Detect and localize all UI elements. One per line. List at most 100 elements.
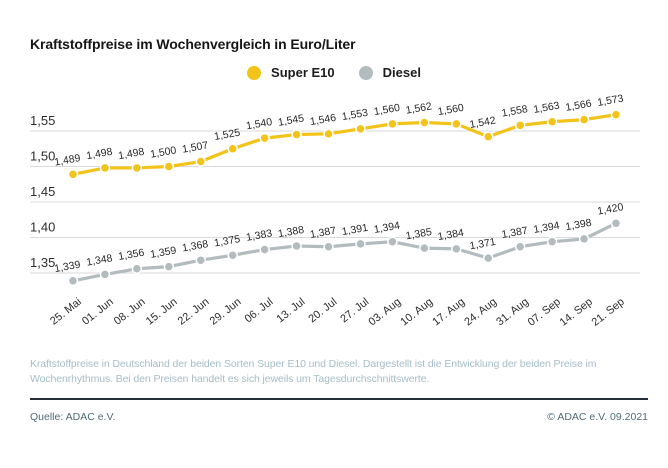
- data-point-diesel: [67, 275, 79, 287]
- x-tick-label: 01. Jun: [80, 296, 116, 328]
- y-tick-label: 1,50: [30, 149, 55, 164]
- value-label: 1,498: [85, 146, 113, 162]
- data-point-super-e10: [291, 129, 302, 140]
- data-point-diesel: [355, 238, 366, 250]
- data-point-super-e10: [99, 162, 111, 174]
- value-label: 1,542: [469, 115, 497, 131]
- data-point-diesel: [419, 242, 430, 254]
- footer: Quelle: ADAC e.V. © ADAC e.V. 09.2021: [30, 411, 648, 423]
- value-label: 1,394: [533, 220, 561, 236]
- data-point-super-e10: [227, 143, 238, 154]
- value-label: 1,384: [437, 227, 465, 243]
- x-tick-label: 10. Aug: [398, 296, 435, 328]
- value-label: 1,489: [53, 152, 81, 168]
- value-label: 1,394: [373, 220, 401, 236]
- value-label: 1,388: [277, 224, 305, 240]
- data-point-diesel: [546, 236, 558, 248]
- legend-dot: [358, 65, 373, 80]
- y-tick-label: 1,35: [30, 255, 55, 270]
- legend-item-diesel: Diesel: [358, 65, 421, 80]
- data-point-super-e10: [610, 109, 622, 120]
- data-point-super-e10: [195, 156, 207, 167]
- value-label: 1,553: [341, 107, 369, 123]
- legend: Super E10 Diesel: [0, 65, 668, 80]
- data-point-super-e10: [259, 132, 270, 144]
- value-label: 1,507: [181, 139, 209, 155]
- data-point-super-e10: [67, 169, 79, 180]
- value-label: 1,500: [149, 144, 177, 160]
- x-tick-label: 15. Jun: [144, 296, 180, 328]
- data-point-diesel: [451, 243, 462, 255]
- value-label: 1,498: [117, 146, 145, 162]
- value-label: 1,540: [245, 116, 273, 132]
- data-point-super-e10: [578, 114, 590, 125]
- x-tick-label: 24. Aug: [462, 296, 499, 328]
- copyright-text: © ADAC e.V. 09.2021: [547, 411, 648, 423]
- value-label: 1,573: [596, 92, 624, 108]
- value-label: 1,339: [53, 259, 81, 275]
- value-label: 1,385: [405, 226, 433, 242]
- data-point-super-e10: [546, 116, 558, 128]
- data-point-super-e10: [131, 162, 143, 174]
- value-label: 1,371: [469, 236, 497, 252]
- x-tick-label: 06. Jul: [243, 296, 276, 325]
- data-point-diesel: [291, 240, 302, 252]
- x-tick-label: 14. Sep: [558, 296, 595, 329]
- value-label: 1,525: [213, 127, 241, 143]
- x-tick-label: 03. Aug: [366, 296, 403, 328]
- value-label: 1,356: [117, 247, 145, 263]
- value-label: 1,560: [437, 102, 465, 118]
- value-label: 1,420: [596, 201, 624, 217]
- value-label: 1,560: [373, 102, 401, 118]
- x-tick-label: 27. Jul: [338, 296, 371, 325]
- data-point-super-e10: [451, 118, 462, 130]
- chart-footnote: Kraftstoffpreise in Deutschland der beid…: [30, 358, 597, 385]
- value-label: 1,348: [85, 252, 113, 268]
- data-point-super-e10: [514, 120, 526, 131]
- value-label: 1,375: [213, 233, 241, 249]
- x-tick-label: 21. Sep: [590, 296, 627, 329]
- x-tick-label: 25. Mai: [48, 296, 84, 328]
- series-line-diesel: [72, 221, 617, 283]
- data-point-super-e10: [163, 161, 175, 172]
- x-tick-label: 17. Aug: [430, 296, 467, 328]
- value-label: 1,563: [533, 100, 561, 116]
- series-line-super-e10: [72, 113, 617, 176]
- footer-divider: [30, 398, 648, 400]
- data-point-super-e10: [419, 117, 430, 128]
- x-tick-label: 08. Jun: [112, 296, 148, 328]
- data-point-super-e10: [355, 123, 366, 135]
- chart-title: Kraftstoffpreise im Wochenvergleich in E…: [30, 36, 356, 52]
- x-tick-label: 07. Sep: [526, 296, 563, 329]
- data-point-diesel: [163, 261, 175, 272]
- value-label: 1,383: [245, 227, 273, 243]
- legend-label: Diesel: [382, 65, 421, 80]
- data-point-diesel: [259, 244, 270, 255]
- data-point-diesel: [323, 241, 334, 252]
- legend-dot: [247, 65, 262, 80]
- value-label: 1,387: [501, 225, 529, 241]
- value-label: 1,558: [501, 103, 529, 119]
- x-tick-label: 29. Jun: [208, 296, 244, 328]
- value-label: 1,368: [181, 238, 209, 254]
- data-point-diesel: [578, 233, 590, 245]
- value-label: 1,387: [309, 225, 337, 241]
- data-point-diesel: [99, 269, 111, 280]
- data-point-super-e10: [482, 131, 494, 142]
- y-tick-label: 1,55: [30, 113, 55, 128]
- data-point-diesel: [387, 236, 398, 248]
- x-tick-label: 31. Aug: [494, 296, 531, 328]
- legend-item-super-e10: Super E10: [247, 65, 335, 80]
- value-label: 1,391: [341, 222, 369, 238]
- data-point-diesel: [131, 263, 143, 274]
- value-label: 1,545: [277, 112, 305, 128]
- y-tick-label: 1,40: [30, 220, 55, 235]
- x-tick-label: 20. Jul: [306, 296, 339, 325]
- data-point-super-e10: [323, 128, 334, 140]
- data-point-diesel: [195, 254, 207, 266]
- source-text: Quelle: ADAC e.V.: [30, 411, 116, 423]
- data-point-diesel: [227, 250, 238, 261]
- x-tick-label: 22. Jun: [176, 296, 212, 328]
